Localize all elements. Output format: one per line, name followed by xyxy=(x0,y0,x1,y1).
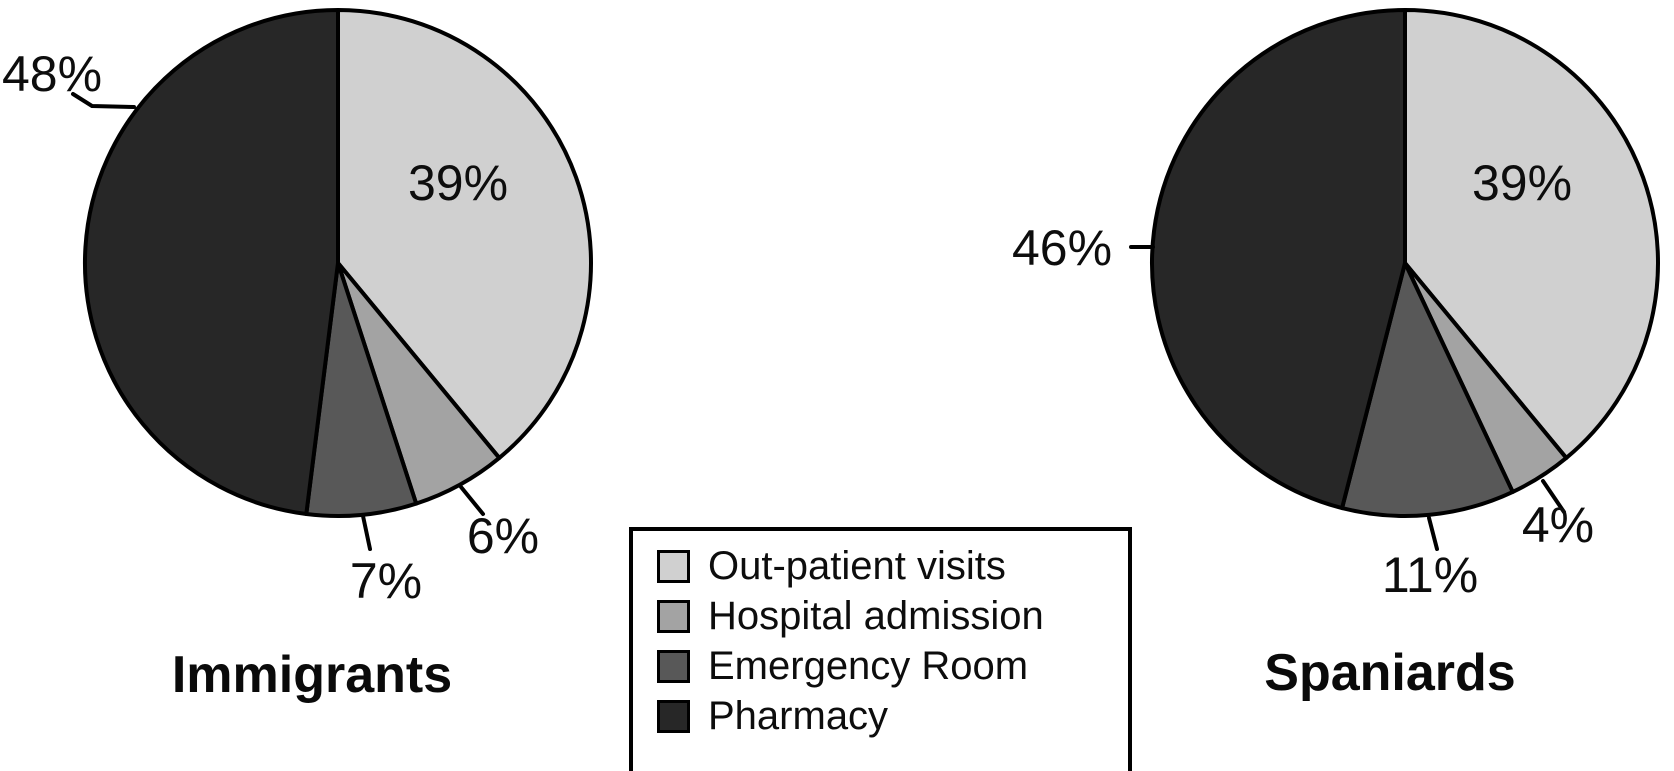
legend-swatch-outpatient-visits xyxy=(657,550,690,583)
leader-line-spaniards-hospital-admission xyxy=(1541,479,1566,514)
leader-line-immigrants-hospital-admission xyxy=(459,485,485,516)
leader-line-spaniards-emergency-room xyxy=(1427,516,1439,551)
pie-slice-immigrants-out-patient-visits xyxy=(336,8,593,460)
legend-label-emergency-room: Emergency Room xyxy=(708,644,1029,688)
label-spaniards-emergency-pct: 11% xyxy=(1382,547,1478,603)
legend-label-pharmacy: Pharmacy xyxy=(708,694,889,738)
legend-item-outpatient-visits: Out-patient visits xyxy=(657,544,1128,588)
label-spaniards-hospital-pct: 4% xyxy=(1522,497,1594,553)
title-immigrants: Immigrants xyxy=(172,646,452,704)
legend-label-hospital-admission: Hospital admission xyxy=(708,594,1044,638)
pie-immigrants xyxy=(82,8,593,518)
legend-swatch-hospital-admission xyxy=(657,600,690,633)
pie-slice-spaniards-pharmacy xyxy=(1150,8,1407,511)
leader-line-immigrants-emergency-room xyxy=(361,514,372,551)
legend-swatch-emergency-room xyxy=(657,650,690,683)
title-spaniards: Spaniards xyxy=(1264,644,1515,702)
label-immigrants-pharmacy-pct: 48% xyxy=(2,46,102,102)
label-spaniards-outpatient-pct: 39% xyxy=(1472,155,1572,211)
label-immigrants-emergency-pct: 7% xyxy=(350,553,422,609)
legend-item-pharmacy: Pharmacy xyxy=(657,694,1128,738)
legend-box: Out-patient visits Hospital admission Em… xyxy=(629,527,1132,771)
label-spaniards-pharmacy-pct: 46% xyxy=(1012,220,1112,276)
label-immigrants-outpatient-pct: 39% xyxy=(408,155,508,211)
pie-slice-spaniards-emergency-room xyxy=(1340,261,1515,518)
pie-spaniards xyxy=(1150,8,1660,518)
pie-slice-spaniards-out-patient-visits xyxy=(1403,8,1660,460)
legend-item-emergency-room: Emergency Room xyxy=(657,644,1128,688)
legend-label-outpatient-visits: Out-patient visits xyxy=(708,544,1006,588)
legend-item-hospital-admission: Hospital admission xyxy=(657,594,1128,638)
label-immigrants-hospital-pct: 6% xyxy=(467,508,539,564)
pie-slice-immigrants-pharmacy xyxy=(82,8,340,517)
leader-line-immigrants-pharmacy xyxy=(71,92,136,109)
legend-swatch-pharmacy xyxy=(657,700,690,733)
